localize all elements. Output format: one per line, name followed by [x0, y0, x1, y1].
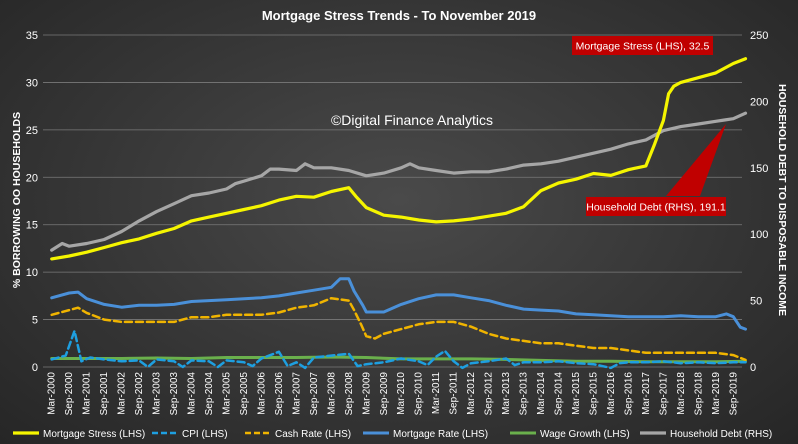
right-tick-label: 50: [750, 296, 762, 308]
left-tick-label: 35: [26, 30, 38, 42]
x-tick-label: Mar-2000: [47, 372, 58, 415]
legend-label: Household Debt (RHS): [670, 429, 772, 440]
x-axis-ticks: Mar-2000 Sep-2000 Mar-2001 Sep-2001 Mar-2002…: [47, 372, 740, 416]
mortgage-stress-callout-text: Mortgage Stress (LHS), 32.5: [576, 41, 710, 53]
right-tick-label: 150: [750, 163, 768, 175]
series-line-mortgage-stress-lhs: [50, 57, 748, 261]
series-line-cpi-lhs: [50, 329, 747, 370]
x-tick-label: Mar-2009: [361, 372, 372, 415]
x-tick-label: Sep-2002: [134, 372, 145, 416]
series-line-cash-rate-lhs: [50, 296, 747, 362]
x-tick-label: Sep-2007: [309, 372, 320, 416]
left-tick-label: 0: [32, 362, 38, 374]
x-tick-label: Mar-2015: [571, 372, 582, 415]
watermark: ©Digital Finance Analytics: [331, 112, 493, 128]
series-line-household-debt-rhs: [50, 111, 748, 252]
mortgage-stress-callout-box: [572, 36, 713, 55]
legend-label: Mortgage Stress (LHS): [43, 429, 145, 440]
callouts: Mortgage Stress (LHS), 32.5 Household De…: [572, 36, 726, 216]
x-tick-label: Sep-2003: [169, 372, 180, 416]
right-axis-ticks: 0 50 100 150 200 250: [750, 30, 768, 374]
x-tick-label: Sep-2012: [484, 372, 495, 416]
x-tick-label: Sep-2011: [449, 372, 460, 415]
chart-title: Mortgage Stress Trends - To November 201…: [262, 8, 536, 23]
x-tick-label: Mar-2013: [501, 372, 512, 415]
x-tick-label: Mar-2018: [676, 372, 687, 415]
gridlines: [43, 34, 742, 368]
x-tick-label: Mar-2008: [326, 372, 337, 415]
left-tick-label: 15: [26, 220, 38, 232]
x-tick-label: Sep-2018: [693, 372, 704, 416]
left-tick-label: 5: [32, 315, 38, 327]
x-tick-label: Sep-2010: [414, 372, 425, 416]
x-tick-label: Sep-2000: [64, 372, 75, 416]
x-tick-label: Mar-2016: [606, 372, 617, 415]
x-tick-label: Sep-2008: [344, 372, 355, 416]
left-tick-label: 25: [26, 125, 38, 137]
x-tick-label: Mar-2014: [536, 372, 547, 415]
legend-label: CPI (LHS): [182, 429, 228, 440]
x-tick-label: Sep-2009: [379, 372, 390, 416]
x-tick-label: Sep-2019: [728, 372, 739, 416]
right-axis-label: HOUSEHOLD DEBT TO DISPOSABLE INCOME: [776, 84, 788, 316]
x-tick-label: Sep-2013: [519, 372, 530, 416]
x-tick-label: Mar-2001: [82, 372, 93, 415]
right-tick-label: 250: [750, 30, 768, 42]
x-tick-label: Mar-2003: [152, 372, 163, 415]
x-tick-label: Mar-2012: [466, 372, 477, 415]
legend-label: Wage Growth (LHS): [540, 429, 630, 440]
x-tick-label: Sep-2005: [239, 372, 250, 416]
household-debt-callout-box: [586, 197, 726, 216]
x-tick-label: Mar-2011: [431, 372, 442, 414]
x-tick-label: Sep-2016: [623, 372, 634, 416]
x-tick-label: Sep-2001: [99, 372, 110, 416]
right-tick-label: 200: [750, 96, 768, 108]
series-line-mortgage-rate-lhs: [50, 277, 747, 331]
household-debt-callout-text: Household Debt (RHS), 191.1: [586, 202, 726, 214]
x-tick-label: Sep-2004: [204, 372, 215, 416]
x-tick-label: Mar-2005: [221, 372, 232, 415]
right-tick-label: 100: [750, 229, 768, 241]
x-tick-label: Sep-2014: [554, 372, 565, 416]
x-tick-label: Sep-2017: [658, 372, 669, 416]
legend: Mortgage Stress (LHS) CPI (LHS) Cash Rate …: [13, 429, 772, 440]
x-tick-label: Mar-2010: [396, 372, 407, 415]
x-tick-label: Sep-2015: [588, 372, 599, 416]
left-tick-label: 10: [26, 267, 38, 279]
x-tick-label: Mar-2017: [641, 372, 652, 415]
series-lines: [50, 57, 748, 370]
household-debt-callout-pointer: [666, 124, 726, 196]
legend-label: Mortgage Rate (LHS): [393, 429, 488, 440]
left-axis-ticks: 0 5 10 15 20 25 30 35: [26, 30, 38, 374]
x-tick-label: Mar-2004: [187, 372, 198, 415]
right-tick-label: 0: [750, 362, 756, 374]
legend-label: Cash Rate (LHS): [275, 429, 351, 440]
x-tick-label: Mar-2002: [117, 372, 128, 415]
left-tick-label: 30: [26, 77, 38, 89]
x-tick-label: Mar-2006: [256, 372, 267, 415]
left-axis-label: % BORROWING OO HOUSEHOLDS: [11, 112, 23, 288]
x-tick-label: Sep-2006: [274, 372, 285, 416]
left-tick-label: 20: [26, 172, 38, 184]
x-tick-label: Mar-2007: [291, 372, 302, 415]
x-tick-label: Mar-2019: [711, 372, 722, 415]
